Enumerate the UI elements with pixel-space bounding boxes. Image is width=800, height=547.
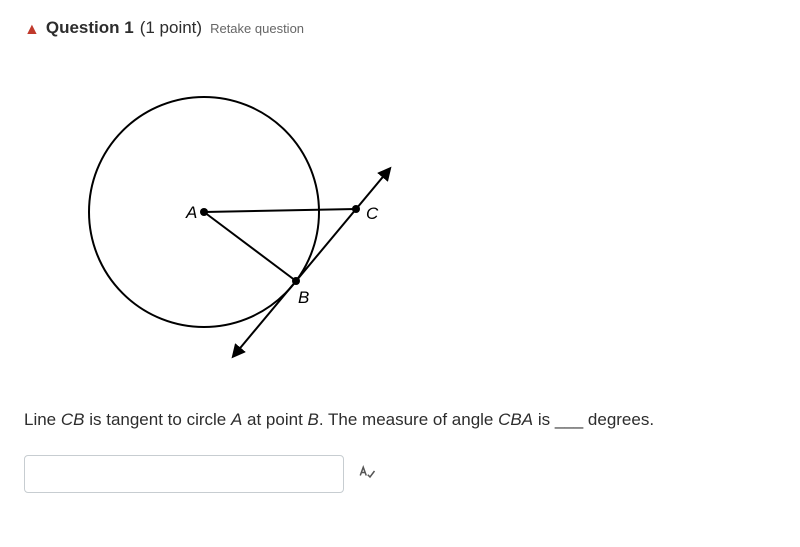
retake-link[interactable]: Retake question	[210, 21, 304, 36]
spellcheck-icon[interactable]	[358, 465, 376, 483]
question-points: (1 point)	[140, 18, 202, 38]
prompt-b: B	[308, 410, 319, 429]
prompt-text: Line	[24, 410, 61, 429]
prompt-cba: CBA	[498, 410, 533, 429]
svg-text:B: B	[298, 288, 309, 307]
svg-text:C: C	[366, 204, 379, 223]
question-prompt: Line CB is tangent to circle A at point …	[24, 407, 776, 433]
geometry-figure: A B C	[54, 62, 776, 377]
prompt-text: is tangent to circle	[85, 410, 231, 429]
prompt-a: A	[231, 410, 242, 429]
question-number: Question 1	[46, 18, 134, 38]
warning-icon: ▲	[24, 21, 40, 39]
answer-row	[24, 455, 776, 493]
prompt-text: . The measure of angle	[319, 410, 498, 429]
prompt-text: is ___ degrees.	[533, 410, 654, 429]
answer-input[interactable]	[24, 455, 344, 493]
prompt-text: at point	[242, 410, 307, 429]
svg-text:A: A	[185, 203, 197, 222]
prompt-cb: CB	[61, 410, 85, 429]
question-header: ▲ Question 1 (1 point) Retake question	[24, 18, 776, 38]
circle-tangent-svg: A B C	[54, 62, 424, 372]
